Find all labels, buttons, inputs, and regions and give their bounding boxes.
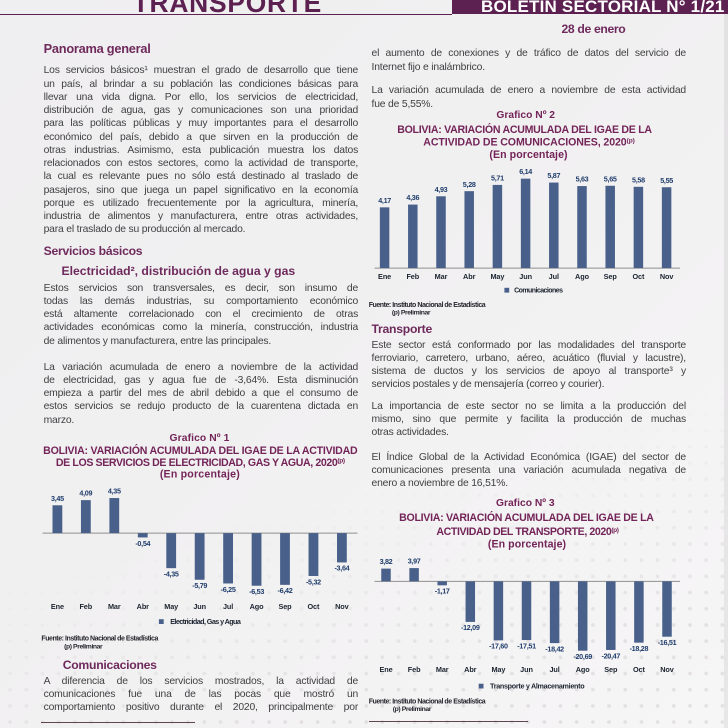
svg-text:5,55: 5,55 [660, 176, 673, 185]
svg-text:Mar: Mar [108, 602, 121, 611]
svg-text:Grafico Nº 3: Grafico Nº 3 [496, 498, 555, 509]
svg-text:-3,64: -3,64 [334, 564, 349, 573]
svg-text:5,63: 5,63 [576, 175, 589, 184]
svg-text:-16,51: -16,51 [658, 638, 677, 647]
svg-text:Grafico Nº 2: Grafico Nº 2 [496, 110, 555, 121]
svg-text:-6,42: -6,42 [278, 586, 293, 595]
svg-text:4,09: 4,09 [79, 489, 92, 498]
svg-text:BOLIVIA: VARIACIÓN ACUMULADA D: BOLIVIA: VARIACIÓN ACUMULADA DEL IGAE DE… [397, 123, 652, 136]
svg-text:-12,09: -12,09 [461, 623, 480, 632]
svg-text:Nov: Nov [660, 665, 675, 674]
svg-text:6,14: 6,14 [519, 167, 532, 176]
svg-text:4,17: 4,17 [378, 196, 391, 205]
svg-text:Fuente: Instituto Nacional de: Fuente: Instituto Nacional de Estadístic… [369, 698, 486, 705]
svg-text:-18,28: -18,28 [630, 644, 649, 653]
svg-text:(En porcentaje): (En porcentaje) [489, 149, 567, 161]
svg-text:4,36: 4,36 [406, 193, 419, 202]
svg-text:-6,25: -6,25 [221, 585, 236, 594]
svg-text:Abr: Abr [137, 602, 150, 611]
svg-text:(En porcentaje): (En porcentaje) [160, 469, 240, 481]
svg-text:May: May [491, 665, 506, 674]
svg-text:-17,60: -17,60 [489, 642, 508, 651]
svg-text:(p) Preliminar: (p) Preliminar [392, 310, 431, 317]
svg-text:Feb: Feb [408, 665, 421, 674]
svg-text:Fuente: Instituto Nacional de: Fuente: Instituto Nacional de Estadístic… [369, 302, 486, 309]
svg-text:-20,47: -20,47 [602, 651, 621, 660]
svg-text:5,65: 5,65 [604, 174, 617, 183]
svg-text:Ago: Ago [575, 272, 590, 281]
svg-text:Electricidad, Gas y Agua: Electricidad, Gas y Agua [170, 617, 242, 626]
svg-text:Jul: Jul [549, 272, 559, 281]
svg-text:Feb: Feb [79, 602, 92, 611]
svg-text:Ago: Ago [250, 602, 265, 611]
svg-text:-6,53: -6,53 [249, 587, 264, 596]
svg-text:Jun: Jun [193, 602, 206, 611]
svg-text:Ago: Ago [576, 665, 591, 674]
svg-text:4,93: 4,93 [435, 185, 448, 194]
svg-text:May: May [164, 602, 179, 611]
svg-text:-5,79: -5,79 [192, 581, 207, 590]
svg-text:3,45: 3,45 [51, 494, 64, 503]
svg-text:Transporte y Almacenamiento: Transporte y Almacenamiento [490, 682, 585, 691]
svg-text:(p) Preliminar: (p) Preliminar [64, 643, 103, 650]
svg-text:5,87: 5,87 [547, 171, 560, 180]
svg-text:Jun: Jun [519, 272, 532, 281]
svg-text:5,28: 5,28 [463, 180, 476, 189]
svg-text:(p) Preliminar: (p) Preliminar [393, 706, 432, 713]
svg-text:Jul: Jul [549, 665, 559, 674]
svg-text:Feb: Feb [406, 272, 419, 281]
svg-text:BOLIVIA: VARIACIÓN ACUMULADA D: BOLIVIA: VARIACIÓN ACUMULADA DEL IGAE DE… [399, 511, 654, 524]
svg-text:Oct: Oct [633, 665, 646, 674]
svg-text:DE LOS SERVICIOS DE ELECTRICID: DE LOS SERVICIOS DE ELECTRICIDAD, GAS Y … [56, 457, 345, 469]
svg-text:(En porcentaje): (En porcentaje) [488, 539, 566, 551]
svg-text:Nov: Nov [660, 272, 675, 281]
svg-text:-1,17: -1,17 [435, 587, 450, 596]
svg-text:3,97: 3,97 [408, 557, 421, 566]
svg-text:-17,51: -17,51 [517, 641, 536, 650]
svg-text:5,58: 5,58 [632, 175, 645, 184]
svg-text:Abr: Abr [464, 665, 477, 674]
svg-text:-18,42: -18,42 [545, 644, 564, 653]
svg-text:Ene: Ene [378, 272, 391, 281]
svg-text:Mar: Mar [436, 665, 449, 674]
svg-text:Jul: Jul [223, 602, 233, 611]
svg-text:ACTIVIDAD DEL TRANSPORTE, 2020: ACTIVIDAD DEL TRANSPORTE, 2020(p) [436, 526, 618, 538]
svg-text:-4,35: -4,35 [164, 570, 179, 579]
svg-text:5,71: 5,71 [491, 174, 504, 183]
svg-text:Sep: Sep [278, 602, 292, 611]
svg-text:Ene: Ene [379, 665, 392, 674]
svg-text:-0,54: -0,54 [135, 539, 150, 548]
svg-text:Mar: Mar [435, 272, 448, 281]
svg-text:Abr: Abr [463, 272, 476, 281]
svg-text:Nov: Nov [335, 602, 350, 611]
svg-text:Jun: Jun [520, 665, 533, 674]
svg-text:Oct: Oct [307, 602, 320, 611]
svg-text:May: May [490, 272, 505, 281]
svg-text:4,35: 4,35 [108, 487, 121, 496]
svg-text:Ene: Ene [51, 602, 64, 611]
svg-text:BOLIVIA: VARIACIÓN ACUMULADA D: BOLIVIA: VARIACIÓN ACUMULADA DEL IGAE DE… [43, 444, 358, 457]
svg-text:Sep: Sep [604, 272, 618, 281]
svg-text:-5,32: -5,32 [306, 577, 321, 586]
svg-text:3,82: 3,82 [380, 557, 393, 566]
svg-text:Oct: Oct [632, 272, 645, 281]
svg-text:Grafico Nº 1: Grafico Nº 1 [170, 433, 230, 444]
svg-text:ACTIVIDAD DE COMUNICACIONES, 2: ACTIVIDAD DE COMUNICACIONES, 2020(p) [423, 137, 634, 149]
svg-text:-20,69: -20,69 [573, 652, 592, 661]
svg-text:Sep: Sep [604, 665, 618, 674]
svg-text:Comunicaciones: Comunicaciones [514, 288, 563, 295]
svg-text:Fuente: Instituto Nacional de: Fuente: Instituto Nacional de Estadístic… [41, 636, 158, 643]
